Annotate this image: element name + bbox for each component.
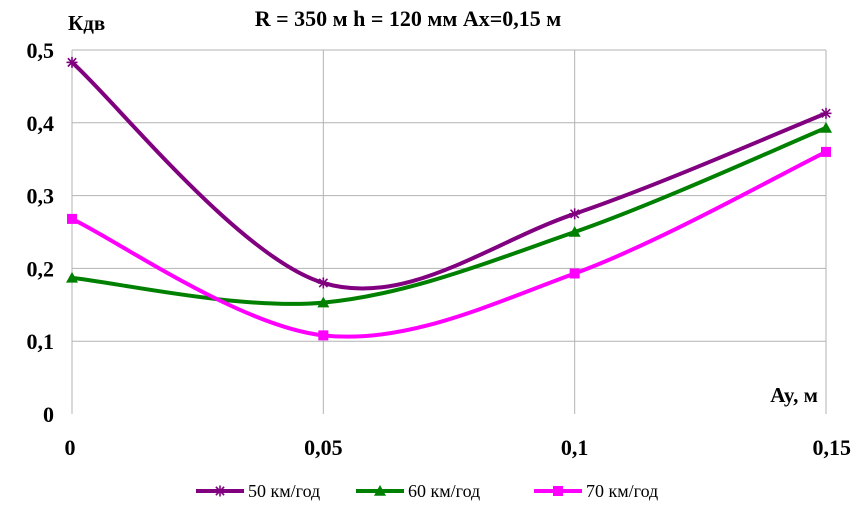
x-tick-label: 0,15 (813, 435, 852, 460)
x-axis-title: Ay, м (770, 383, 818, 407)
y-axis-title: Кдв (68, 11, 105, 35)
x-tick-label: 0,05 (304, 435, 343, 460)
data-point (820, 121, 832, 133)
x-tick-label: 0,1 (561, 435, 589, 460)
data-point (66, 56, 78, 68)
data-point (66, 271, 78, 283)
legend-label: 60 км/год (408, 481, 480, 501)
series-line (71, 150, 827, 339)
series-line (71, 126, 827, 306)
y-tick-label: 0 (43, 402, 54, 427)
legend-marker (374, 485, 386, 496)
data-point (568, 226, 581, 237)
y-tick-label: 0,3 (27, 184, 55, 209)
data-point (569, 208, 581, 220)
chart-title: R = 350 м h = 120 мм Ax=0,15 м (255, 6, 562, 31)
data-point (317, 296, 330, 308)
series-3 (67, 146, 831, 341)
legend-marker (214, 485, 226, 497)
grid (71, 49, 827, 414)
y-tick-label: 0,5 (27, 38, 55, 63)
series-2 (66, 121, 832, 308)
legend: 50 км/год 60 км/год 70 км/год (196, 481, 658, 501)
data-point (317, 277, 329, 289)
data-point (821, 146, 831, 157)
data-point (67, 213, 77, 224)
y-tick-label: 0,4 (27, 111, 55, 136)
y-tick-label: 0,2 (27, 256, 55, 281)
legend-item: 70 км/год (534, 481, 658, 501)
legend-marker (553, 486, 563, 496)
series-layer (66, 56, 832, 341)
data-point (820, 107, 832, 119)
data-point (569, 268, 580, 279)
data-point (318, 330, 329, 341)
series-line (70, 60, 827, 291)
x-tick-label: 0 (65, 435, 76, 460)
tick-labels: 0 0,1 0,2 0,3 0,4 0,5 0 0,05 0,1 0,15 (27, 38, 852, 460)
legend-item: 60 км/год (356, 481, 480, 501)
legend-item: 50 км/год (196, 481, 320, 501)
series-1 (66, 56, 832, 291)
legend-label: 50 км/год (248, 481, 320, 501)
legend-label: 70 км/год (586, 481, 658, 501)
y-tick-label: 0,1 (27, 329, 55, 354)
